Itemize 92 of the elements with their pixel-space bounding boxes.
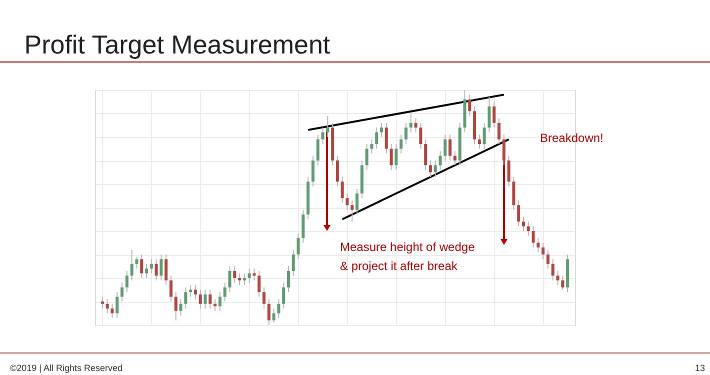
candlestick [242,272,246,286]
candlestick [551,258,554,281]
candlestick [154,258,158,281]
candlestick [507,155,510,187]
candlestick [238,272,242,286]
candlestick [321,127,324,145]
candlestick [336,155,339,187]
candlestick [179,298,182,316]
candlestick [258,270,261,298]
candlestick [350,200,354,222]
candlestick [277,298,280,318]
candlestick [267,298,270,326]
candlestick [356,188,359,216]
candlestick [125,270,128,293]
candlestick [419,122,422,150]
candlestick [424,138,428,170]
candlestick [326,115,330,138]
candlestick [218,292,222,312]
candlestick [164,254,168,286]
candlestick [380,122,384,138]
candlestick [145,263,148,278]
candlestick [174,292,178,321]
candlestick [536,238,540,253]
candlestick [204,289,207,310]
candlestick [340,176,344,204]
candlestick [160,254,163,281]
candlestick [517,200,520,227]
candlestick [370,138,374,154]
candlestick [292,249,295,276]
candlestick [150,258,153,274]
candlestick [316,134,320,166]
candlestick [311,155,314,187]
candlestick [296,232,300,260]
candlestick [532,226,535,248]
candlestick [120,282,124,302]
candlestick [106,298,109,314]
candlestick [135,256,138,270]
candlestick [169,275,172,302]
candlestick [208,289,212,310]
candlestick [428,160,432,178]
candlestick [400,134,403,154]
candlestick [409,113,412,133]
candlestick [375,127,378,150]
candlestick [110,303,114,318]
candlestick [438,150,442,170]
candlestick [561,275,564,290]
candlestick [444,134,447,161]
candlestick [140,254,144,278]
candlestick [248,268,251,284]
candlestick [282,282,286,310]
chart-title: Profit Target Measurement [24,29,331,60]
candlestick [468,94,472,116]
candlestick [448,134,452,161]
candlestick [492,101,496,128]
annotation: Measure height of wedge [340,240,476,254]
text: 13 [695,363,706,373]
candlestick [184,286,188,310]
candlestick [394,144,398,170]
candlestick [262,286,266,310]
candlestick [546,249,550,270]
annotation: Breakdown! [540,131,604,145]
text: ©2019 | All Rights Reserved [10,363,123,373]
candlestick [272,308,276,324]
candlestick [414,118,418,133]
candlestick [100,296,104,310]
candlestick [365,144,368,170]
candlestick [228,266,232,293]
candlestick [453,150,456,166]
candlestick [512,176,516,210]
candlestick [526,221,530,236]
candlestick [390,144,393,170]
candlestick [502,134,506,166]
candlestick [556,270,560,286]
candlestick [346,192,349,210]
candlestick [542,242,545,260]
candlestick [194,284,197,300]
candlestick [286,266,290,293]
candlestick [498,118,501,145]
candlestick [198,289,202,310]
annotation: & project it after break [340,259,458,273]
candlestick [522,216,525,232]
candlestick [302,209,305,244]
candlestick [434,160,437,178]
candlestick [404,122,408,145]
candlestick [223,282,226,302]
candlestick [116,292,119,318]
candlestick [130,249,134,281]
candlestick [233,266,236,284]
candlestick [488,96,491,133]
candlestick [478,134,481,150]
candlestick [384,122,388,154]
candlestick [482,122,486,150]
